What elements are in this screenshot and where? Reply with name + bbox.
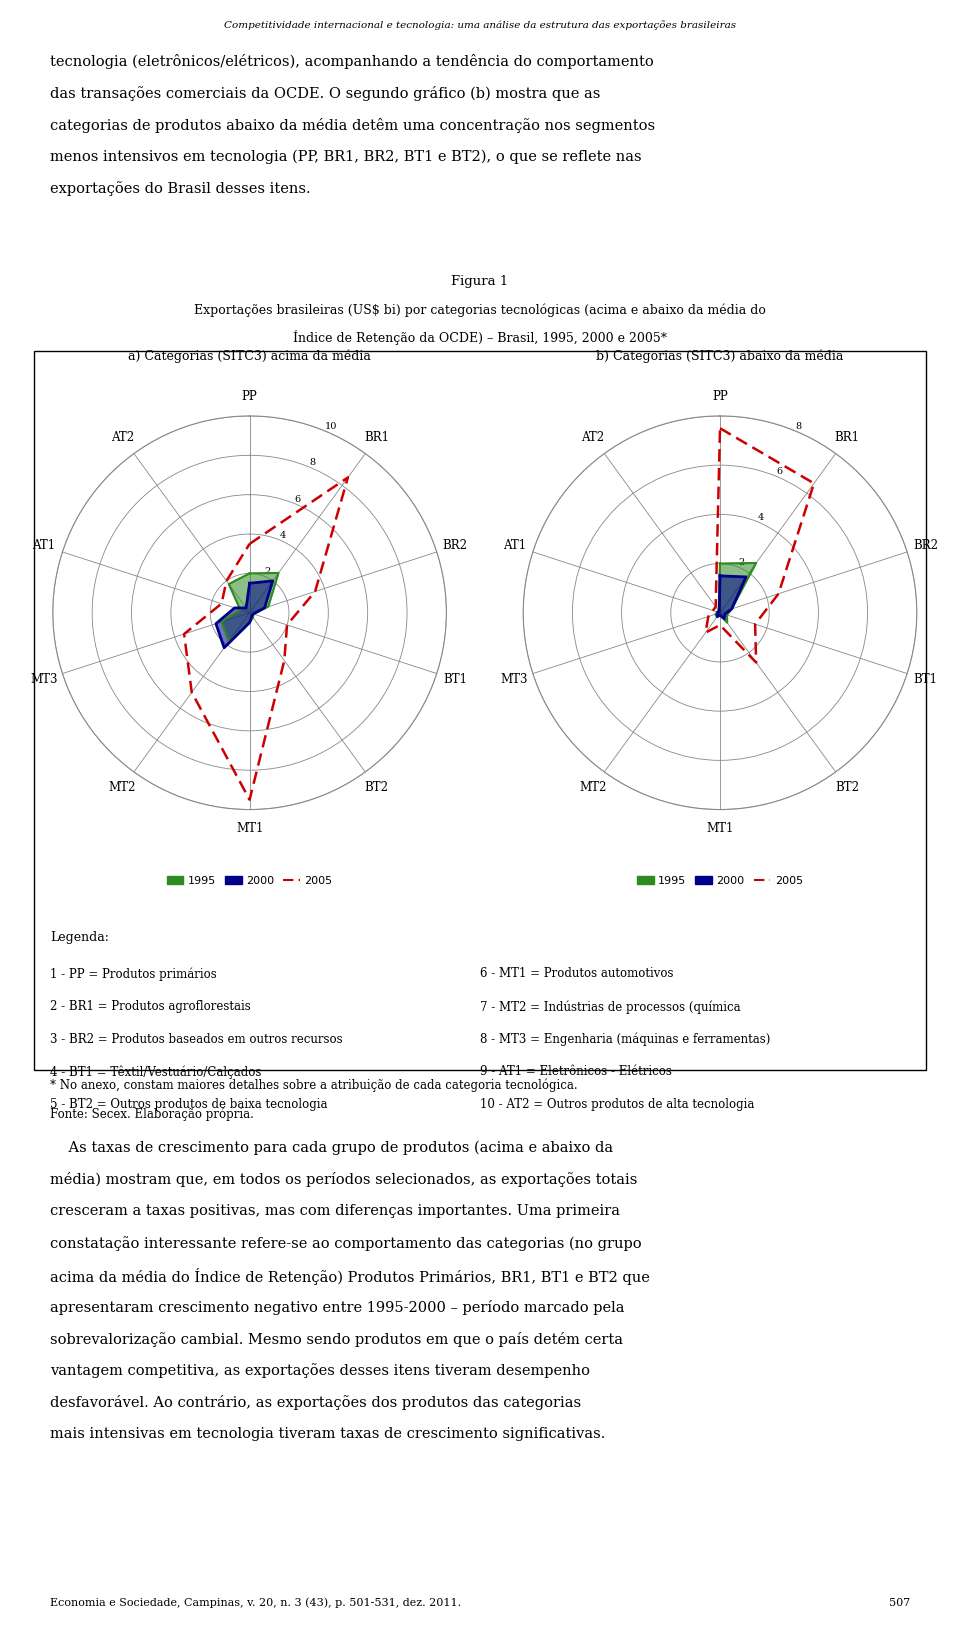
- Text: 10 - AT2 = Outros produtos de alta tecnologia: 10 - AT2 = Outros produtos de alta tecno…: [480, 1098, 755, 1111]
- Text: das transações comerciais da OCDE. O segundo gráfico (b) mostra que as: das transações comerciais da OCDE. O seg…: [50, 87, 600, 101]
- Text: vantagem competitiva, as exportações desses itens tiveram desempenho: vantagem competitiva, as exportações des…: [50, 1363, 589, 1379]
- Text: acima da média do Índice de Retenção) Produtos Primários, BR1, BT1 e BT2 que: acima da média do Índice de Retenção) Pr…: [50, 1268, 650, 1284]
- Text: categorias de produtos abaixo da média detêm uma concentração nos segmentos: categorias de produtos abaixo da média d…: [50, 118, 655, 132]
- Legend: 1995, 2000, 2005: 1995, 2000, 2005: [633, 871, 807, 891]
- Text: 3 - BR2 = Produtos baseados em outros recursos: 3 - BR2 = Produtos baseados em outros re…: [50, 1033, 343, 1046]
- Text: Economia e Sociedade, Campinas, v. 20, n. 3 (43), p. 501-531, dez. 2011.: Economia e Sociedade, Campinas, v. 20, n…: [50, 1598, 461, 1608]
- Text: desfavorável. Ao contrário, as exportações dos produtos das categorias: desfavorável. Ao contrário, as exportaçõ…: [50, 1395, 581, 1410]
- Polygon shape: [222, 574, 278, 642]
- Text: 6 - MT1 = Produtos automotivos: 6 - MT1 = Produtos automotivos: [480, 967, 674, 980]
- Text: menos intensivos em tecnologia (PP, BR1, BR2, BT1 e BT2), o que se reflete nas: menos intensivos em tecnologia (PP, BR1,…: [50, 150, 641, 163]
- Text: sobrevalorização cambial. Mesmo sendo produtos em que o país detém certa: sobrevalorização cambial. Mesmo sendo pr…: [50, 1332, 623, 1346]
- Text: Exportações brasileiras (US$ bi) por categorias tecnológicas (acima e abaixo da : Exportações brasileiras (US$ bi) por cat…: [194, 304, 766, 317]
- Text: As taxas de crescimento para cada grupo de produtos (acima e abaixo da: As taxas de crescimento para cada grupo …: [50, 1141, 613, 1155]
- Title: a) Categorias (SITC3) acima da média: a) Categorias (SITC3) acima da média: [129, 350, 371, 363]
- Text: mais intensivas em tecnologia tiveram taxas de crescimento significativas.: mais intensivas em tecnologia tiveram ta…: [50, 1428, 606, 1441]
- Title: b) Categorias (SITC3) abaixo da média: b) Categorias (SITC3) abaixo da média: [596, 350, 844, 363]
- Text: 8 - MT3 = Engenharia (máquinas e ferramentas): 8 - MT3 = Engenharia (máquinas e ferrame…: [480, 1033, 770, 1046]
- Polygon shape: [717, 575, 746, 619]
- Text: Legenda:: Legenda:: [50, 931, 108, 944]
- Text: 4 - BT1 = Têxtil/Vestuário/Calçados: 4 - BT1 = Têxtil/Vestuário/Calçados: [50, 1065, 261, 1078]
- Text: Competitividade internacional e tecnologia: uma análise da estrutura das exporta: Competitividade internacional e tecnolog…: [224, 21, 736, 29]
- Text: apresentaram crescimento negativo entre 1995-2000 – período marcado pela: apresentaram crescimento negativo entre …: [50, 1301, 624, 1315]
- Text: Fonte: Secex. Elaboração própria.: Fonte: Secex. Elaboração própria.: [50, 1108, 253, 1121]
- Text: 9 - AT1 = Eletrônicos - Elétricos: 9 - AT1 = Eletrônicos - Elétricos: [480, 1065, 672, 1078]
- Text: tecnologia (eletrônicos/elétricos), acompanhando a tendência do comportamento: tecnologia (eletrônicos/elétricos), acom…: [50, 54, 654, 69]
- Text: 1 - PP = Produtos primários: 1 - PP = Produtos primários: [50, 967, 217, 980]
- Legend: 1995, 2000, 2005: 1995, 2000, 2005: [162, 871, 337, 891]
- Text: média) mostram que, em todos os períodos selecionados, as exportações totais: média) mostram que, em todos os períodos…: [50, 1173, 637, 1188]
- Text: 5 - BT2 = Outros produtos de baixa tecnologia: 5 - BT2 = Outros produtos de baixa tecno…: [50, 1098, 327, 1111]
- Text: constatação interessante refere-se ao comportamento das categorias (no grupo: constatação interessante refere-se ao co…: [50, 1237, 641, 1252]
- Text: Índice de Retenção da OCDE) – Brasil, 1995, 2000 e 2005*: Índice de Retenção da OCDE) – Brasil, 19…: [293, 330, 667, 345]
- Text: exportações do Brasil desses itens.: exportações do Brasil desses itens.: [50, 181, 310, 196]
- Text: 2 - BR1 = Produtos agroflorestais: 2 - BR1 = Produtos agroflorestais: [50, 1000, 251, 1013]
- Text: * No anexo, constam maiores detalhes sobre a atribuição de cada categoria tecnol: * No anexo, constam maiores detalhes sob…: [50, 1078, 578, 1092]
- Text: 7 - MT2 = Indústrias de processos (química: 7 - MT2 = Indústrias de processos (quími…: [480, 1000, 740, 1013]
- Polygon shape: [216, 582, 273, 647]
- Text: Figura 1: Figura 1: [451, 275, 509, 288]
- Text: cresceram a taxas positivas, mas com diferenças importantes. Uma primeira: cresceram a taxas positivas, mas com dif…: [50, 1204, 620, 1219]
- Polygon shape: [715, 564, 756, 623]
- Text: 507: 507: [889, 1598, 910, 1608]
